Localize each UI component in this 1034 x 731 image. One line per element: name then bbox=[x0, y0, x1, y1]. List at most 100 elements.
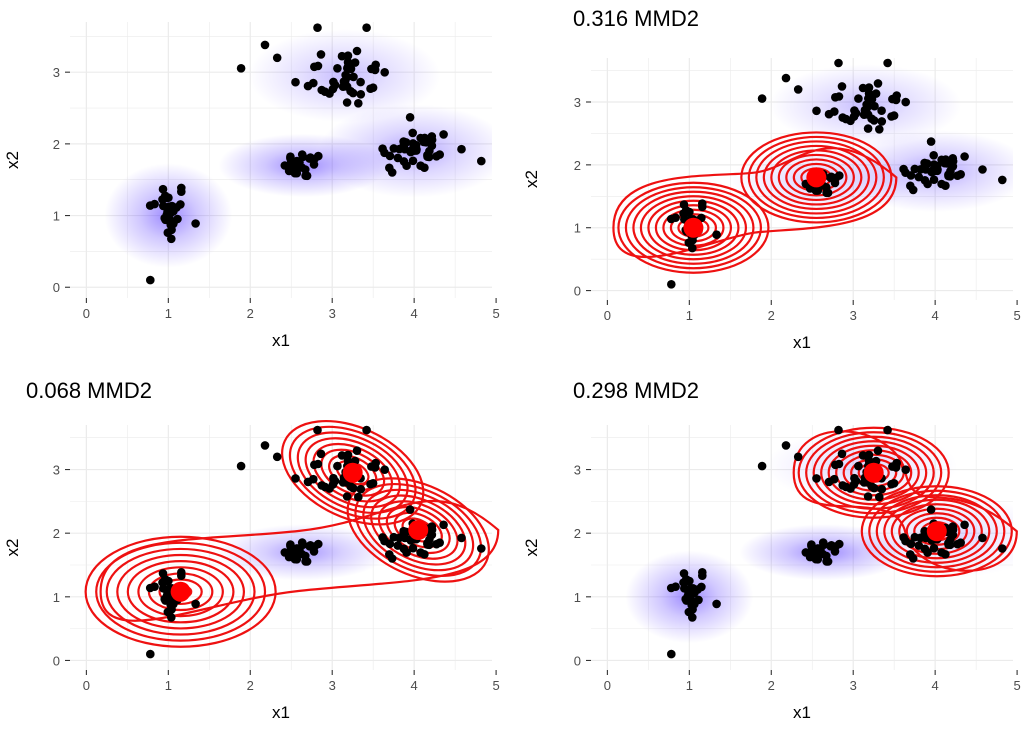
y-tick-label: 0 bbox=[53, 280, 60, 295]
center-marker bbox=[863, 462, 884, 483]
y-tick-label: 1 bbox=[574, 221, 581, 236]
x-tick-label: 3 bbox=[329, 678, 336, 693]
data-point bbox=[956, 170, 965, 179]
data-point bbox=[457, 533, 466, 543]
contour-line bbox=[740, 131, 893, 224]
data-point bbox=[366, 84, 375, 93]
center-marker bbox=[408, 520, 429, 540]
data-point bbox=[329, 77, 338, 87]
contour-line bbox=[105, 547, 256, 636]
data-point bbox=[956, 538, 965, 547]
x-tick-label: 0 bbox=[604, 678, 611, 693]
contour-line bbox=[639, 195, 748, 261]
data-point bbox=[666, 214, 676, 224]
contour-envelope bbox=[792, 430, 1018, 572]
data-point bbox=[818, 549, 827, 559]
scatter-chart: 0 1 2 3 4 5 0 1 2 3 x1 x2 bbox=[522, 58, 1021, 352]
data-point bbox=[162, 591, 172, 601]
contour-line bbox=[913, 516, 961, 546]
data-point bbox=[342, 492, 352, 501]
contour-line bbox=[647, 199, 740, 256]
data-point bbox=[333, 461, 342, 471]
data-point bbox=[313, 23, 322, 32]
y-tick-label: 1 bbox=[53, 209, 60, 224]
data-point bbox=[901, 465, 910, 474]
y-tick-label: 0 bbox=[574, 284, 581, 299]
data-point bbox=[408, 145, 417, 154]
data-point bbox=[834, 58, 843, 68]
data-point bbox=[378, 144, 387, 153]
data-point bbox=[757, 94, 767, 103]
data-point bbox=[272, 53, 282, 63]
y-axis: 0 1 2 3 bbox=[574, 95, 591, 299]
data-point bbox=[354, 492, 363, 502]
chart-panel-bottom-right: 0.298 MMD2 0 1 2 3 4 5 0 1 2 3 x1 x2 bbox=[517, 370, 1034, 731]
contour-line bbox=[632, 190, 755, 265]
data-point bbox=[908, 185, 918, 195]
data-point bbox=[356, 484, 366, 494]
y-tick-label: 3 bbox=[574, 95, 581, 110]
center-marker bbox=[806, 167, 827, 188]
data-point bbox=[477, 156, 486, 166]
data-point bbox=[354, 99, 363, 108]
data-point bbox=[712, 599, 721, 609]
data-point bbox=[830, 547, 840, 556]
data-point bbox=[435, 150, 445, 159]
data-point bbox=[297, 150, 307, 159]
data-point bbox=[929, 151, 938, 160]
y-axis-title: x2 bbox=[3, 539, 22, 557]
data-point bbox=[998, 175, 1007, 185]
chart-title: 0.316 MMD2 bbox=[573, 6, 699, 31]
data-point bbox=[158, 569, 168, 578]
data-point bbox=[667, 649, 676, 659]
data-point bbox=[158, 184, 168, 194]
data-point bbox=[280, 548, 290, 557]
data-point bbox=[875, 492, 884, 502]
data-point bbox=[835, 171, 844, 180]
data-point bbox=[948, 522, 958, 531]
data-point bbox=[883, 58, 892, 68]
data-point bbox=[978, 165, 987, 174]
data-point bbox=[923, 548, 932, 557]
contour-line bbox=[362, 488, 475, 572]
data-point bbox=[313, 459, 323, 469]
data-point bbox=[929, 165, 938, 174]
x-axis-title: x1 bbox=[793, 333, 811, 352]
x-axis: 0 1 2 3 4 5 bbox=[604, 300, 1021, 323]
data-point bbox=[236, 64, 246, 73]
data-point bbox=[329, 473, 338, 483]
data-point bbox=[301, 557, 310, 566]
y-axis-title: x2 bbox=[3, 151, 22, 169]
data-point bbox=[420, 163, 429, 172]
contour-line bbox=[288, 425, 417, 520]
data-point bbox=[314, 151, 323, 161]
data-point bbox=[864, 102, 873, 111]
data-point bbox=[402, 161, 411, 170]
data-point bbox=[666, 583, 676, 593]
data-point bbox=[683, 591, 693, 601]
x-tick-label: 4 bbox=[932, 678, 939, 693]
data-point bbox=[333, 64, 342, 73]
data-point bbox=[348, 88, 358, 98]
data-point bbox=[883, 425, 892, 435]
data-point bbox=[366, 479, 375, 489]
chart-panel-bottom-left: 0.068 MMD2 0 1 2 3 4 5 0 1 2 3 x1 x2 bbox=[0, 370, 517, 731]
data-point bbox=[439, 520, 448, 530]
data-point bbox=[317, 85, 327, 95]
data-point bbox=[402, 548, 411, 557]
points bbox=[666, 425, 1007, 659]
y-axis: 0 1 2 3 bbox=[574, 463, 591, 668]
data-point bbox=[818, 538, 828, 547]
data-point bbox=[343, 72, 352, 82]
data-point bbox=[793, 85, 803, 94]
data-point bbox=[387, 554, 397, 563]
y-tick-label: 2 bbox=[53, 137, 60, 152]
data-point bbox=[177, 568, 186, 577]
data-point bbox=[477, 544, 486, 553]
data-point bbox=[834, 92, 844, 101]
x-axis-title: x1 bbox=[793, 703, 811, 722]
x-tick-label: 5 bbox=[492, 678, 499, 693]
x-tick-label: 3 bbox=[850, 308, 857, 323]
data-point bbox=[349, 72, 358, 82]
x-tick-label: 2 bbox=[247, 678, 254, 693]
